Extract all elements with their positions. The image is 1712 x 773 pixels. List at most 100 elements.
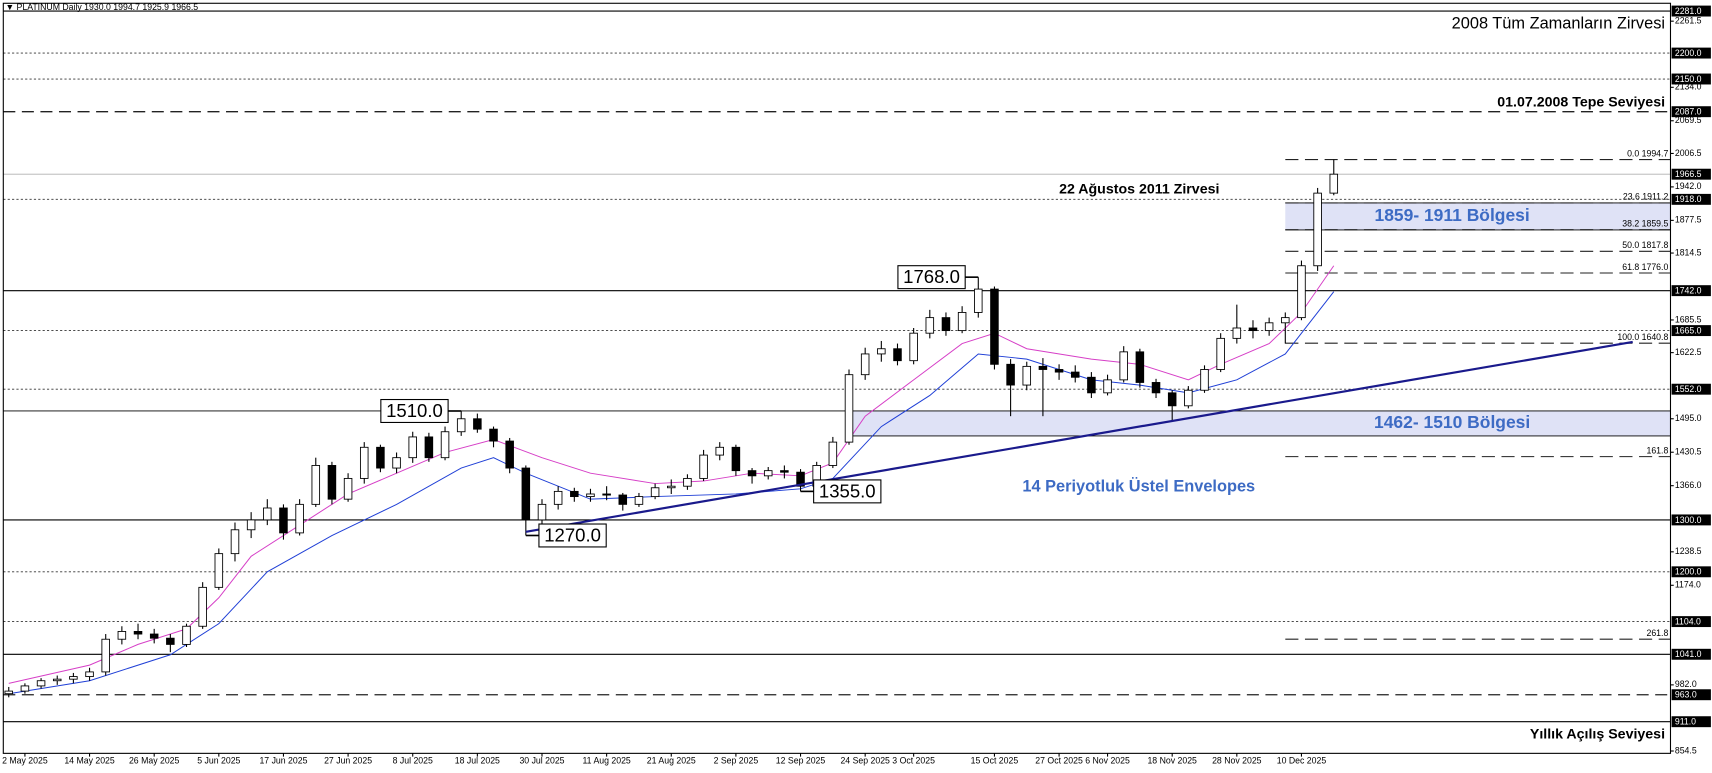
x-tick-label: 21 Aug 2025 [647, 755, 696, 765]
candle-body [553, 490, 563, 505]
trend-line [525, 340, 1633, 533]
candle-body [473, 418, 482, 430]
candle-body [828, 441, 838, 466]
candle-body [1167, 392, 1177, 407]
x-tick-label: 14 May 2025 [64, 755, 115, 765]
x-tick-label: 26 May 2025 [129, 755, 180, 765]
candle-body [1329, 173, 1339, 194]
candle-body [117, 631, 127, 640]
x-tick-label: 8 Jul 2025 [393, 755, 433, 765]
candle-body [618, 494, 628, 505]
zone [1285, 202, 1671, 230]
candle-body [893, 348, 902, 362]
candle-body [424, 436, 434, 459]
y-tick-label: 1685.5 [1675, 314, 1702, 324]
x-tick-label: 30 Jul 2025 [519, 755, 564, 765]
candle-body [586, 493, 595, 498]
candle-body [537, 503, 547, 521]
candle-body [1184, 389, 1193, 407]
x-tick-label: 5 Jun 2025 [197, 755, 240, 765]
candle-body [941, 317, 951, 332]
level-label: 1665.0 [1675, 325, 1702, 335]
candle-body [1022, 365, 1032, 386]
candle-body [279, 507, 288, 534]
candle-body [1232, 327, 1242, 339]
note: 01.07.2008 Tepe Seviyesi [1497, 94, 1665, 110]
x-tick-label: 10 Dec 2025 [1277, 755, 1327, 765]
candle-body [246, 519, 256, 531]
candle-body [667, 485, 676, 489]
annotation-label: 1510.0 [386, 400, 443, 421]
y-tick-label: 1814.5 [1675, 247, 1702, 257]
y-tick-label: 854.5 [1675, 745, 1697, 755]
level-label-box [1671, 325, 1711, 337]
candle-body [392, 457, 401, 469]
x-tick-label: 18 Nov 2025 [1147, 755, 1197, 765]
candle-body [957, 311, 967, 332]
y-tick-label: 1366.0 [1675, 480, 1702, 490]
level-label-box [1671, 193, 1711, 205]
x-tick-label: 17 Jun 2025 [259, 755, 307, 765]
x-tick-label: 11 Aug 2025 [582, 755, 630, 765]
candle-body [263, 507, 272, 521]
candle-body [4, 690, 14, 695]
y-tick-label: 1622.5 [1675, 347, 1702, 357]
candle-body [731, 446, 741, 472]
candle-body [456, 418, 466, 433]
candle-body [182, 625, 191, 645]
zone [849, 410, 1671, 436]
candle-body [683, 477, 692, 487]
candle-body [101, 638, 110, 673]
fib-label: 61.8 1776.0 [1622, 262, 1668, 272]
fib-label: 0.0 1994.7 [1627, 148, 1668, 158]
candle-body [1151, 382, 1161, 394]
candle-body [650, 487, 660, 498]
x-tick-label: 3 Oct 2025 [892, 755, 935, 765]
level-label: 2087.0 [1675, 107, 1702, 117]
candle-body [166, 637, 175, 645]
candle-body [408, 436, 417, 459]
x-tick-label: 27 Oct 2025 [1035, 755, 1083, 765]
x-tick-label: 2 Sep 2025 [714, 755, 759, 765]
candle-body [1103, 379, 1112, 394]
candle-body [990, 288, 999, 365]
candle-body [214, 553, 224, 588]
level-label: 1742.0 [1675, 286, 1702, 296]
note: 2008 Tüm Zamanların Zirvesi [1452, 14, 1665, 32]
y-tick-label: 1877.5 [1675, 215, 1702, 225]
y-tick-label: 1174.0 [1675, 580, 1701, 590]
level-label: 1552.0 [1675, 384, 1702, 394]
candle-body [1135, 351, 1145, 383]
x-tick-label: 27 Jun 2025 [324, 755, 372, 765]
x-tick-label: 6 Nov 2025 [1085, 755, 1130, 765]
x-tick-label: 12 Sep 2025 [776, 755, 826, 765]
annotation-box [380, 398, 449, 424]
note: Yıllık Açılış Seviyesi [1530, 727, 1665, 743]
candle-body [796, 471, 805, 487]
candle-body [602, 493, 611, 496]
level-label-box [1671, 566, 1711, 578]
note: 22 Ağustos 2011 Zirvesi [1059, 182, 1219, 198]
candle-body [311, 465, 321, 505]
fib-label: 50.0 1817.8 [1622, 240, 1668, 250]
y-tick-label: 2069.5 [1675, 115, 1702, 125]
x-tick-label: 28 Nov 2025 [1212, 755, 1262, 765]
level-label: 1300.0 [1675, 515, 1702, 525]
level-label-box [1671, 383, 1711, 395]
candle-body [521, 467, 531, 521]
candle-body [1264, 322, 1274, 332]
annotation-label: 1270.0 [544, 524, 601, 545]
candle-body [860, 353, 870, 376]
candle-body [909, 332, 918, 362]
level-label-box [1671, 716, 1711, 728]
envelope-line [8, 265, 1335, 684]
x-tick-label: 15 Oct 2025 [971, 755, 1019, 765]
candle-body [85, 671, 94, 678]
candle-body [1006, 363, 1015, 386]
annotation-label: 1355.0 [819, 480, 876, 501]
level-label: 1104.0 [1675, 616, 1701, 626]
candle-body [1313, 192, 1322, 267]
